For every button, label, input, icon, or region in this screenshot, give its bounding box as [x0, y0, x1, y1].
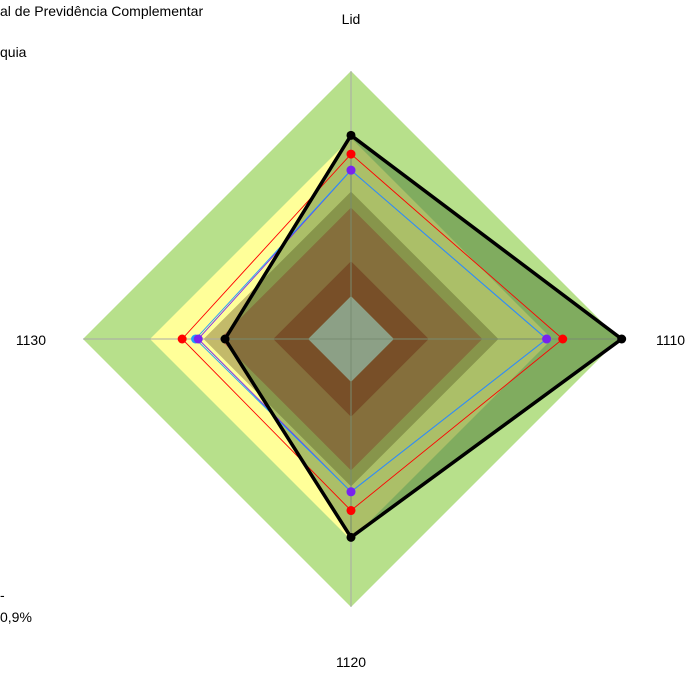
axis-label-1120: 1120 [336, 654, 366, 670]
series-layer [177, 130, 627, 542]
chart-subtitle: quia [0, 44, 27, 60]
series-1-point-1 [558, 334, 568, 344]
series-3-point-3 [193, 334, 203, 344]
series-0-area [225, 135, 622, 538]
axis-label-1110: 1110 [656, 332, 685, 348]
series-1-point-3 [177, 334, 187, 344]
series-0-point-0 [346, 130, 356, 140]
series-1-point-2 [346, 506, 356, 516]
axis-label-lid: Lid [342, 11, 361, 27]
chart-title: al de Previdência Complementar [0, 3, 203, 19]
series-0-point-3 [220, 334, 230, 344]
footnote-line-1: - [0, 587, 5, 603]
series-3-point-2 [346, 487, 356, 497]
series-0-point-2 [346, 532, 356, 542]
axis-label-1130: 1130 [16, 332, 46, 348]
series-0-point-1 [617, 334, 627, 344]
series-3-point-0 [346, 165, 356, 175]
series-3-point-1 [542, 334, 552, 344]
series-1-point-0 [346, 149, 356, 159]
footnote-line-2: 0,9% [0, 609, 32, 625]
axis-gridlines [83, 71, 619, 607]
